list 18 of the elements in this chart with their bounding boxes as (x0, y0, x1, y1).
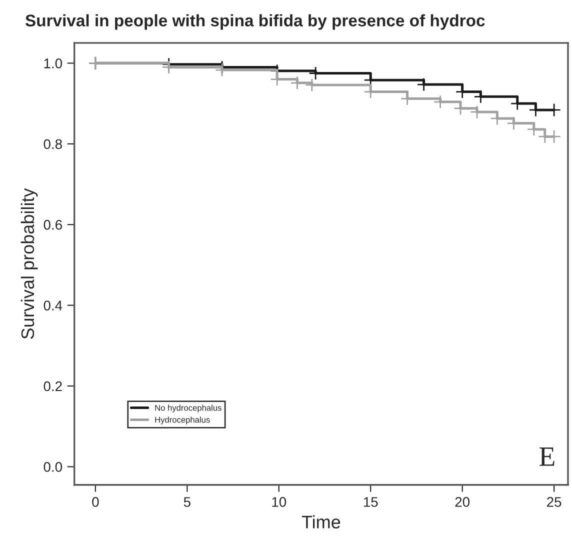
y-tick-label: 0.8 (44, 139, 62, 150)
y-tick-label: 0.6 (44, 220, 62, 230)
x-tick-label: 20 (455, 497, 470, 507)
x-tick-label: 0 (92, 497, 99, 507)
x-tick-label: 15 (364, 497, 378, 507)
legend-label: Hydrocephalus (155, 416, 210, 424)
x-tick-label: 25 (547, 497, 562, 507)
x-tick-label: 5 (184, 497, 190, 507)
y-tick-label: 0.0 (44, 462, 62, 472)
annotation: E (539, 448, 554, 466)
y-tick-label: 0.2 (44, 381, 62, 392)
y-tick-label: 1.0 (44, 58, 62, 68)
chart-title: Survival in people with spina bifida by presence of hydroc (25, 14, 485, 30)
y-tick-label: 0.4 (44, 300, 62, 310)
x-tick-label: 10 (272, 497, 286, 507)
x-axis-title: Time (302, 515, 340, 528)
y-axis-title: Survival probability (20, 188, 38, 339)
legend-label: No hydrocephalus (155, 404, 222, 412)
